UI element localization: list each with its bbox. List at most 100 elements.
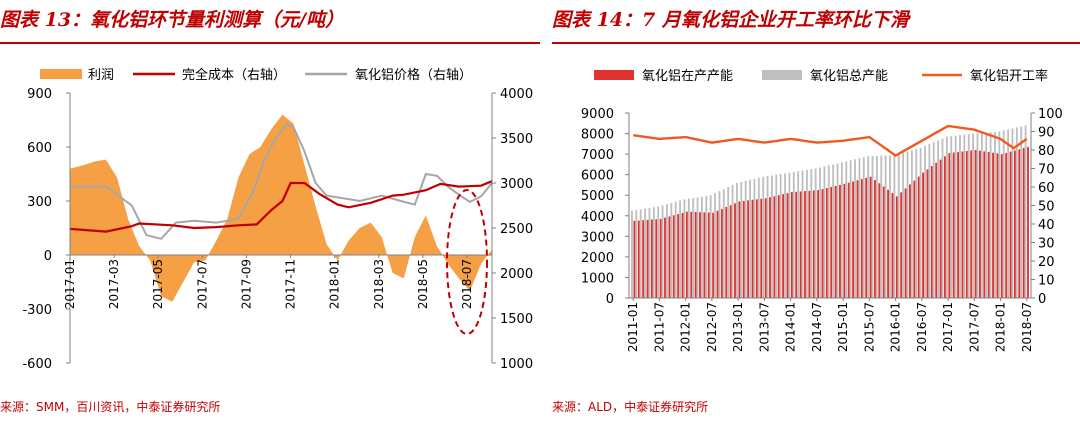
- right-y-tick-label: 0: [1038, 292, 1046, 307]
- x-tick-label: 2013-01: [731, 302, 745, 352]
- x-tick-label: 2017-07: [967, 302, 981, 352]
- operating-capacity-bar: [926, 169, 929, 298]
- right-y-tick-label: 20: [1038, 255, 1055, 270]
- total-capacity-bar: [827, 165, 830, 298]
- total-capacity-bar: [924, 146, 926, 298]
- right-y-tick-label: 40: [1038, 218, 1055, 233]
- operating-capacity-bar: [1022, 148, 1025, 298]
- right-chart-panel: 图表 14：7 月氧化铝企业开工率环比下滑 0 1000 2000 3000 4000 5…: [552, 0, 1080, 422]
- total-capacity-bar: [932, 142, 935, 298]
- total-capacity-bar: [937, 140, 940, 298]
- total-capacity-bar: [867, 156, 870, 298]
- left-chart-canvas: -600 -300 0 300 600 900 1000 1500 2000 2500 3000 35…: [22, 67, 533, 372]
- total-capacity-bar: [871, 156, 874, 298]
- total-capacity-bar: [744, 180, 747, 298]
- total-capacity-bar: [683, 199, 686, 298]
- total-capacity-bar: [1002, 130, 1005, 298]
- operating-capacity-bar: [655, 219, 658, 298]
- total-capacity-bar: [897, 153, 900, 298]
- operating-capacity-bar: [755, 199, 758, 298]
- right-y-tick-label: 10: [1038, 274, 1055, 289]
- left-y-tick-label: -600: [22, 357, 52, 372]
- x-tick-label: 2018-05: [416, 259, 430, 309]
- operating-capacity-bar: [795, 191, 798, 298]
- x-tick-label: 2018-07: [460, 259, 474, 309]
- right-title-rule: [552, 42, 1080, 44]
- x-tick-label: 2017-01: [63, 259, 77, 309]
- total-capacity-bar: [1011, 128, 1014, 298]
- operating-capacity-bar: [992, 152, 994, 298]
- operating-capacity-bar: [825, 188, 828, 298]
- total-capacity-bar: [736, 182, 738, 298]
- x-tick-label: 2018-03: [372, 259, 386, 309]
- right-chart-canvas: 0 1000 2000 3000 4000 5000 6000 7000 8000 9000 0 10…: [581, 68, 1063, 352]
- x-tick-label: 2017-09: [239, 259, 253, 309]
- left-y-tick-label: 6000: [581, 169, 614, 184]
- total-capacity-bar: [679, 200, 681, 298]
- total-capacity-bar: [875, 155, 878, 298]
- operating-capacity-bar: [834, 186, 837, 298]
- operating-capacity-bar: [882, 186, 885, 298]
- total-capacity-bar: [784, 173, 786, 298]
- operating-capacity-bar: [948, 153, 951, 298]
- operating-capacity-bar: [917, 176, 920, 298]
- x-tick-label: 2013-07: [757, 302, 771, 352]
- left-y-tick-label: 5000: [581, 189, 614, 204]
- total-capacity-bar: [985, 132, 988, 298]
- right-y-tick-label: 70: [1038, 163, 1055, 178]
- total-capacity-bar: [635, 210, 638, 298]
- total-capacity-bar: [810, 169, 813, 298]
- operating-capacity-bar: [1009, 151, 1012, 298]
- total-capacity-bar: [836, 163, 839, 298]
- total-capacity-bar: [718, 191, 721, 298]
- total-capacity-bar: [696, 197, 699, 298]
- operating-capacity-bar: [681, 212, 684, 298]
- right-y-tick-label: 2500: [500, 222, 533, 237]
- legend-label-alumina-price: 氧化铝价格（右轴）: [355, 67, 472, 83]
- total-capacity-bar: [832, 164, 835, 298]
- total-capacity-bar: [884, 155, 887, 298]
- x-tick-label: 2018-07: [1020, 302, 1034, 352]
- total-capacity-bar: [692, 198, 695, 298]
- left-y-tick-label: 9000: [581, 107, 614, 122]
- right-y-tick-label: 1000: [500, 357, 533, 372]
- operating-rate-line: [633, 124, 1028, 158]
- legend-swatch-profit: [40, 69, 82, 79]
- operating-capacity-bar: [642, 220, 645, 298]
- operating-capacity-bar: [677, 214, 680, 298]
- operating-capacity-bar: [812, 190, 815, 298]
- right-y-tick-label: 50: [1038, 200, 1055, 215]
- operating-capacity-bar: [1013, 150, 1016, 298]
- operating-capacity-bar: [694, 212, 697, 298]
- left-y-tick-label: 600: [27, 141, 52, 156]
- x-tick-label: 2012-01: [679, 302, 693, 352]
- operating-capacity-bar: [637, 220, 640, 298]
- total-capacity-bar: [701, 196, 703, 298]
- operating-capacity-bar: [922, 172, 924, 298]
- operating-capacity-bar: [860, 179, 863, 298]
- total-capacity-bar: [709, 195, 712, 298]
- left-y-tick-label: 1000: [581, 271, 614, 286]
- operating-capacity-bar: [1018, 149, 1021, 298]
- total-capacity-bar: [644, 208, 647, 298]
- total-capacity-bar: [989, 132, 992, 298]
- total-capacity-bar: [792, 171, 795, 298]
- right-chart-title: 图表 14：7 月氧化铝企业开工率环比下滑: [552, 9, 909, 31]
- operating-capacity-bar: [944, 156, 946, 298]
- total-capacity-bar: [928, 144, 931, 298]
- total-capacity-bar: [814, 168, 817, 298]
- x-tick-label: 2011-01: [626, 302, 640, 352]
- operating-capacity-bar: [1000, 154, 1003, 298]
- total-capacity-bar: [893, 155, 896, 298]
- operating-capacity-bar: [764, 198, 767, 298]
- right-y-tick-label: 80: [1038, 144, 1055, 159]
- legend-swatch-total-capacity: [762, 70, 802, 80]
- operating-capacity-bar: [760, 198, 763, 298]
- total-capacity-bar: [714, 193, 716, 298]
- total-capacity-bar: [858, 158, 861, 298]
- operating-capacity-bar: [672, 215, 675, 298]
- right-y-tick-label: 30: [1038, 237, 1055, 252]
- operating-capacity-bar: [904, 188, 907, 298]
- total-capacity-bar: [722, 189, 725, 298]
- operating-capacity-bar: [685, 211, 688, 298]
